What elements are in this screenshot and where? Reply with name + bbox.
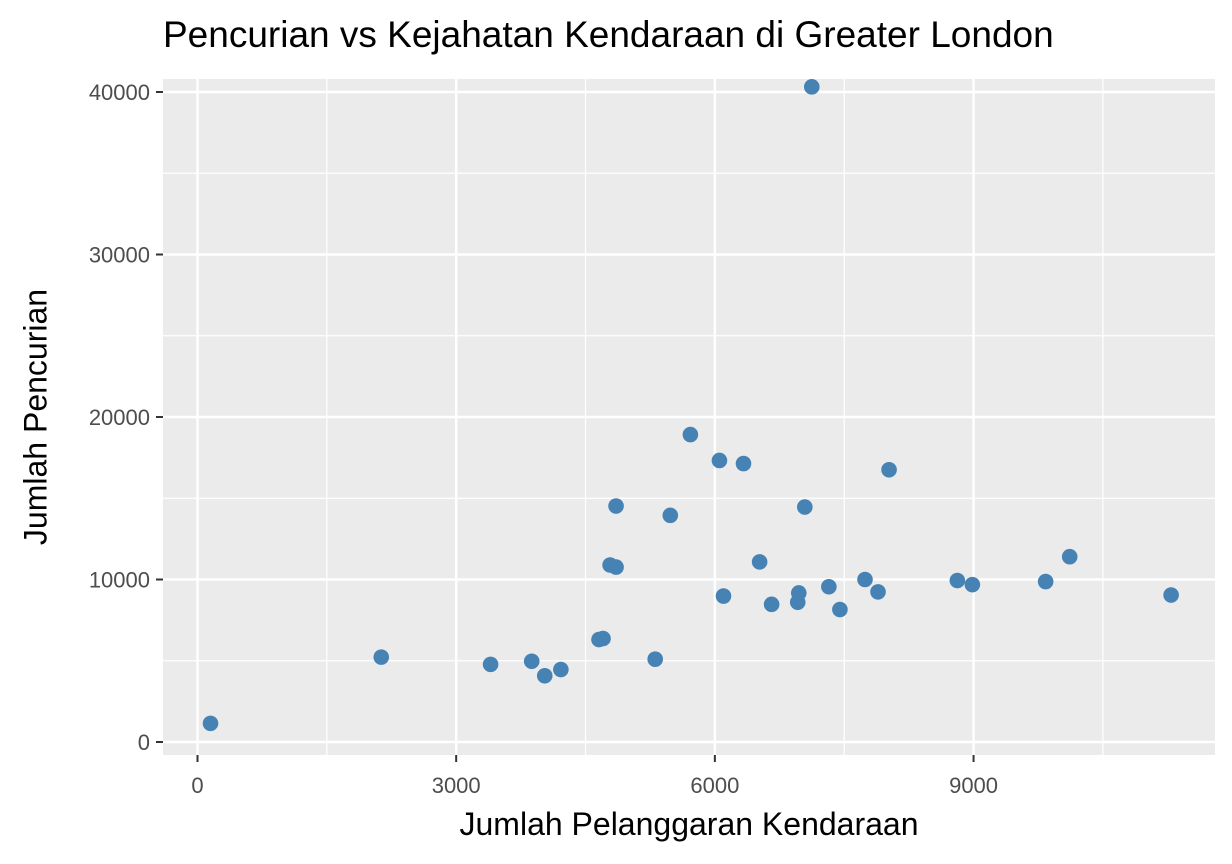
data-point [608,559,624,575]
data-point [553,661,569,678]
data-point [821,578,837,595]
chart-title: Pencurian vs Kejahatan Kendaraan di Grea… [163,14,1054,55]
data-point [857,571,873,588]
data-points [202,79,1179,732]
y-axis-label: Jumlah Pencurian [17,288,54,546]
data-point [373,649,390,665]
y-tick-label: 10000 [89,568,150,593]
data-point [202,715,219,732]
y-tick-label: 40000 [89,80,150,105]
data-point [662,507,679,524]
data-point [735,455,752,472]
y-axis-ticks: 0 10000 20000 30000 40000 [89,80,163,755]
x-tick-label: 9000 [949,773,998,798]
data-point [1163,587,1179,603]
x-axis-label: Jumlah Pelanggaran Kendaraan [459,806,919,842]
data-point [715,588,732,604]
data-point [881,461,897,478]
data-point [949,572,966,589]
x-tick-label: 6000 [690,773,739,798]
data-point [763,596,780,613]
data-point [964,576,981,593]
data-point [523,653,540,670]
data-point [797,499,813,515]
data-point [832,601,848,618]
data-point [647,651,663,667]
y-tick-label: 20000 [89,405,150,430]
data-point [482,656,499,673]
data-point [608,498,624,514]
data-point [595,630,611,647]
data-point [1061,548,1078,565]
data-point [711,452,728,469]
major-gridlines [163,79,1215,755]
x-tick-label: 0 [191,773,203,798]
data-point [536,667,553,684]
x-tick-label: 3000 [432,773,481,798]
data-point [789,594,806,611]
data-point [682,426,699,443]
x-axis-ticks: 0 3000 6000 9000 [191,755,998,798]
data-point [803,79,820,95]
data-point [751,554,768,570]
data-point [870,584,886,600]
data-point [1037,573,1054,590]
y-tick-label: 0 [138,730,150,755]
y-tick-label: 30000 [89,243,150,268]
